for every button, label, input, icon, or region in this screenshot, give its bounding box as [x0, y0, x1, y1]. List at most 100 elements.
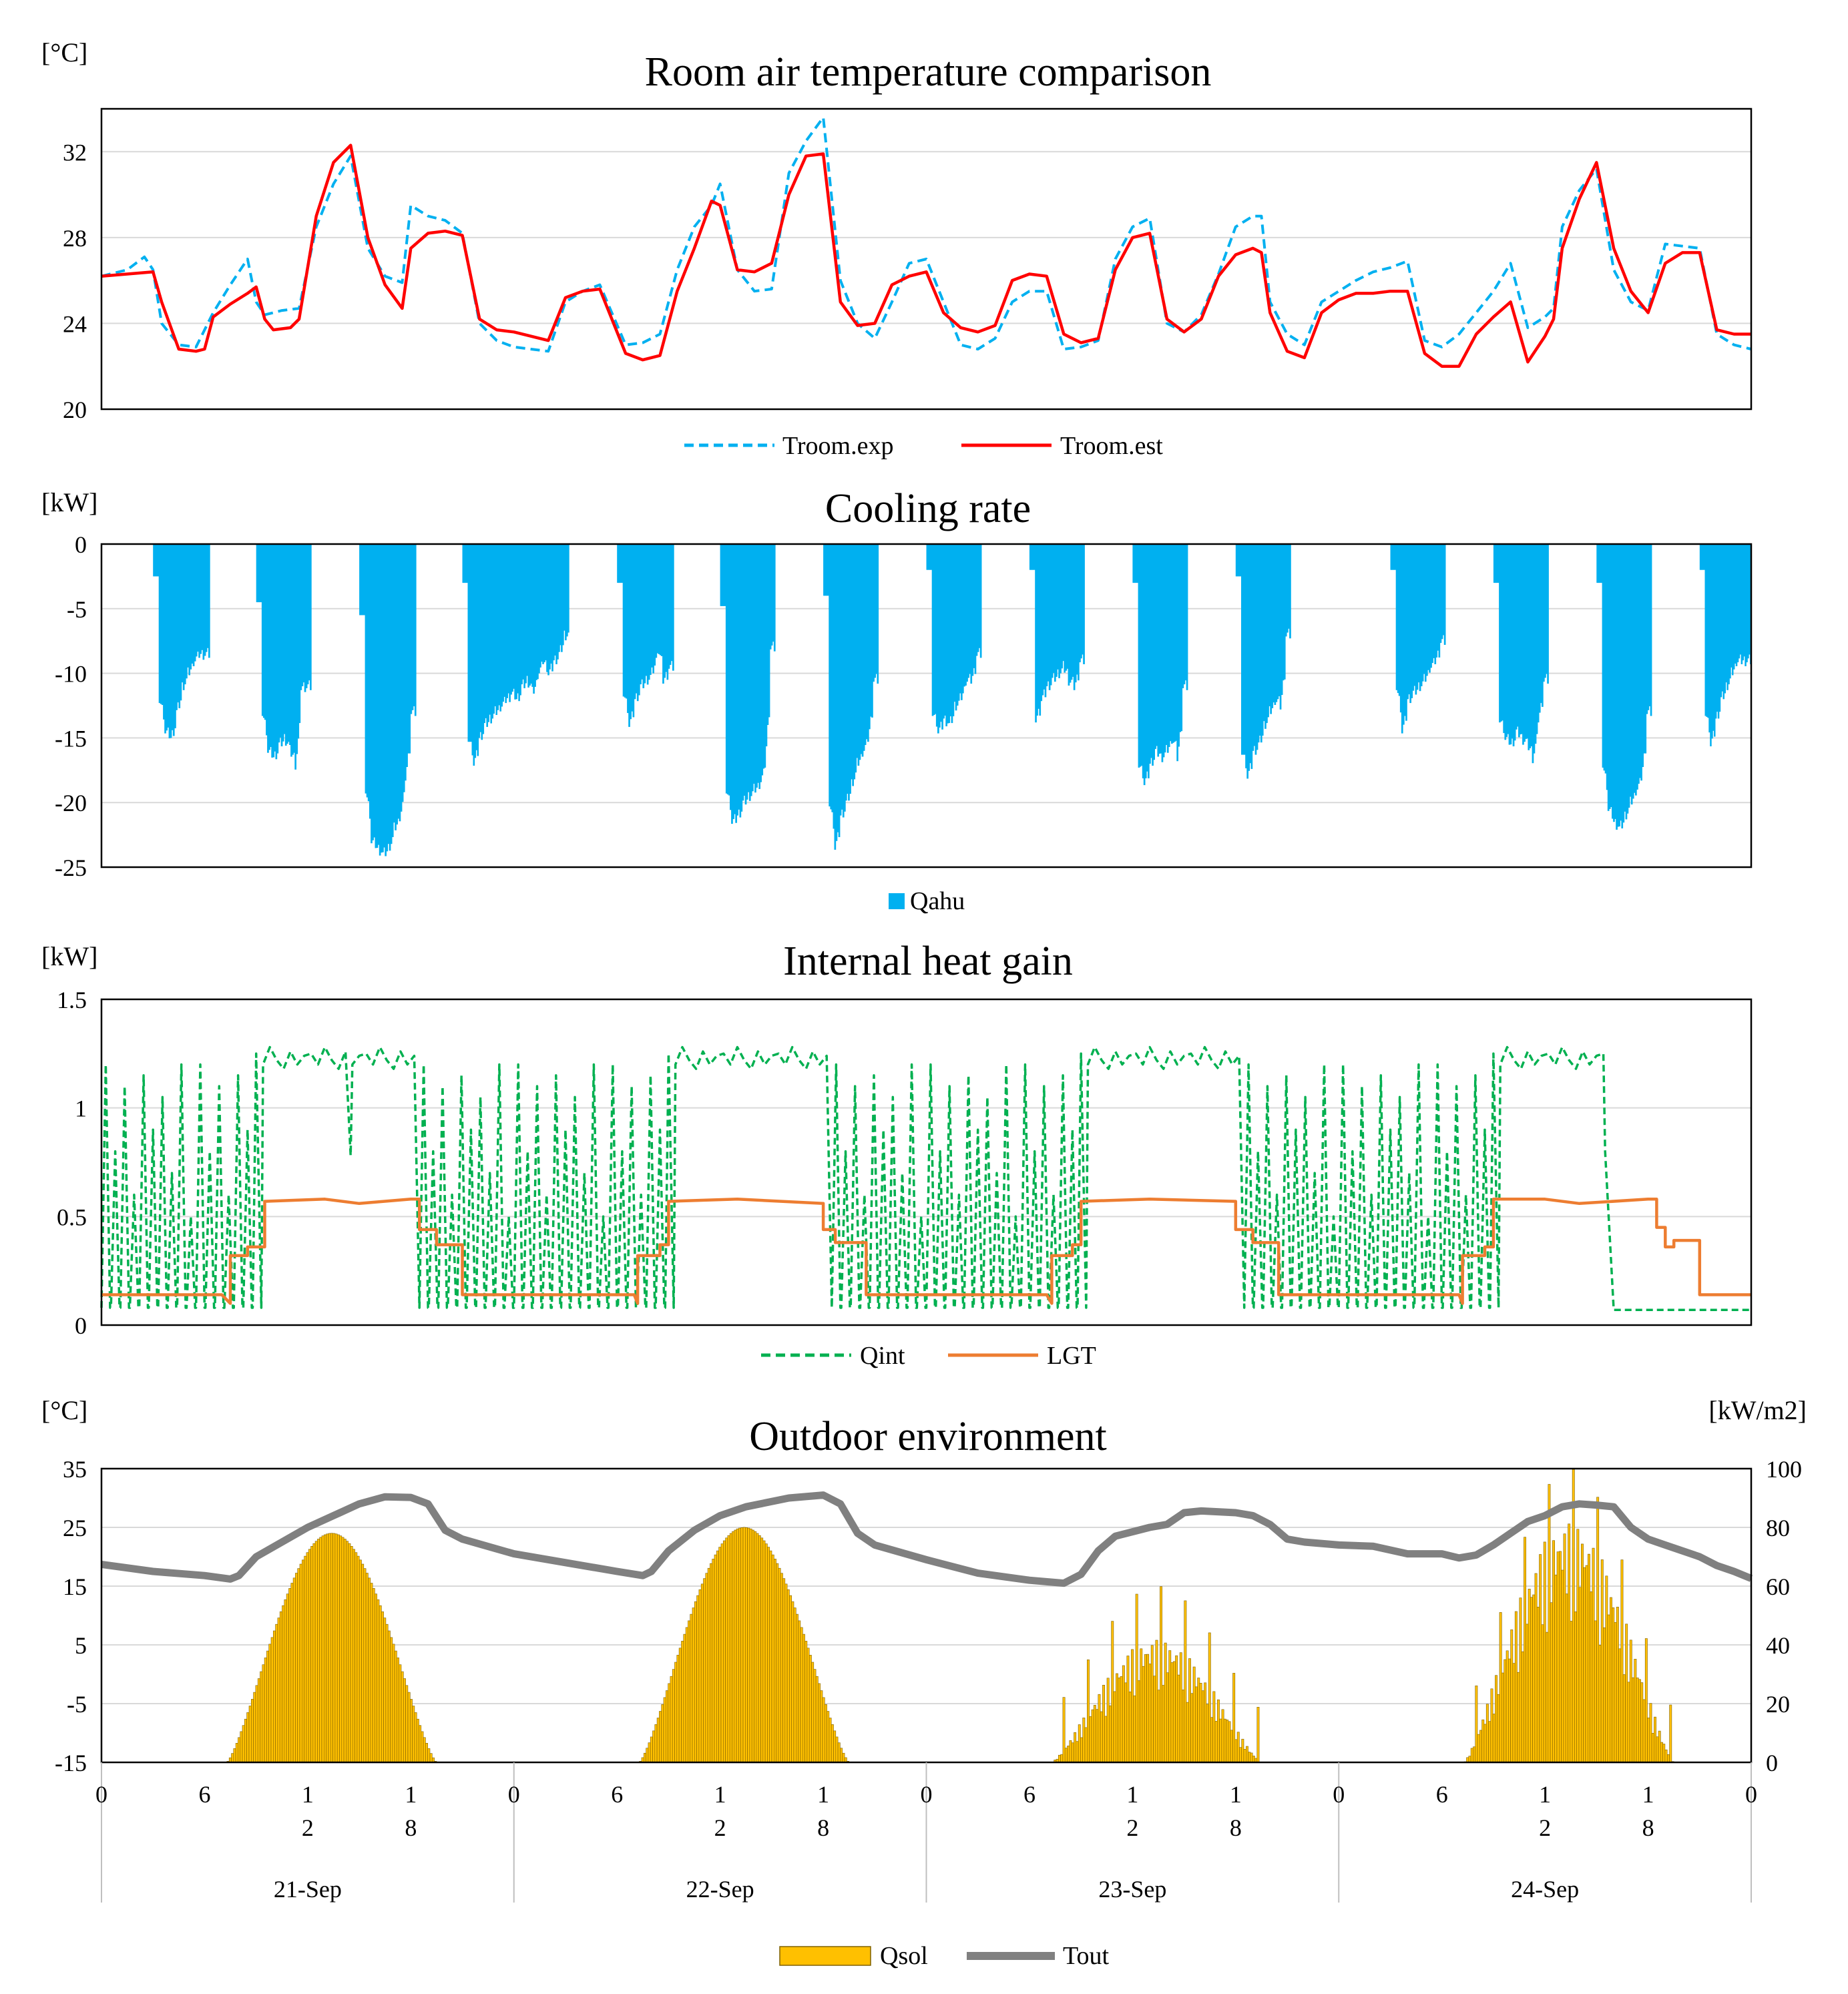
- cooling-y-tick-labels: 0 -5 -10 -15 -20 -25: [55, 531, 87, 881]
- qsol-bar: [1223, 1718, 1226, 1763]
- qahu-bar: [1622, 544, 1625, 823]
- x-tick-label: 6: [198, 1781, 210, 1808]
- qahu-bar: [393, 544, 395, 823]
- qahu-bar: [1083, 544, 1085, 664]
- qahu-bar: [1433, 544, 1435, 658]
- qsol-bar: [643, 1752, 646, 1763]
- qahu-bar: [761, 544, 764, 776]
- qahu-bar: [1617, 544, 1619, 827]
- qahu-bar: [489, 544, 491, 715]
- qahu-bar: [1170, 544, 1172, 742]
- qahu-bar: [389, 544, 391, 851]
- qsol-bar: [1574, 1611, 1577, 1763]
- qahu-bar: [1734, 544, 1737, 664]
- qsol-bar: [1142, 1666, 1145, 1763]
- qahu-bar: [1420, 544, 1423, 686]
- qahu-bar: [1725, 544, 1727, 683]
- qahu-bar: [1602, 544, 1604, 768]
- qsol-bar: [749, 1528, 752, 1763]
- qahu-bar: [724, 544, 726, 606]
- qsol-bar: [736, 1528, 739, 1763]
- qahu-bar: [514, 544, 516, 700]
- qahu-bar: [1056, 544, 1058, 677]
- qahu-bar: [305, 544, 308, 688]
- qahu-bar: [410, 544, 413, 714]
- qsol-bar: [696, 1595, 700, 1763]
- qsol-bar: [1495, 1675, 1497, 1763]
- qahu-bar: [1712, 544, 1714, 731]
- qahu-bar: [274, 544, 276, 752]
- qsol-bar: [1204, 1682, 1207, 1763]
- qsol-bar: [375, 1593, 378, 1763]
- qsol-bar: [387, 1630, 391, 1763]
- qahu-bar: [1150, 544, 1152, 758]
- qsol-bar: [392, 1644, 395, 1763]
- qsol-bar: [244, 1718, 247, 1763]
- qsol-bar: [379, 1605, 382, 1763]
- qahu-bar: [961, 544, 963, 700]
- qsol-bar: [1135, 1593, 1138, 1763]
- qahu-bar: [725, 544, 728, 794]
- qsol-bar: [762, 1540, 766, 1763]
- qsol-bar: [827, 1711, 830, 1763]
- qsol-bar: [716, 1550, 719, 1763]
- qsol-bar: [1179, 1652, 1182, 1763]
- qsol-bar: [780, 1573, 783, 1763]
- qsol-bar: [308, 1549, 311, 1763]
- qahu-bar: [941, 544, 943, 730]
- qahu-bar: [967, 544, 969, 678]
- qahu-bar: [505, 544, 507, 704]
- internal-y-unit: [kW]: [41, 941, 97, 971]
- qsol-bar: [1195, 1686, 1198, 1763]
- qahu-bar: [187, 544, 189, 668]
- qsol-bar: [292, 1577, 296, 1763]
- qahu-bar: [1534, 544, 1537, 744]
- qsol-bar: [754, 1531, 757, 1763]
- qahu-bar: [1395, 544, 1398, 690]
- qsol-bar: [1616, 1607, 1619, 1763]
- qahu-bar: [1156, 544, 1158, 746]
- room-legend: Troom.exp Troom.est: [684, 432, 1163, 460]
- qahu-bar: [395, 544, 397, 830]
- qsol-bar: [1536, 1607, 1540, 1763]
- qsol-bar: [1612, 1607, 1615, 1763]
- qsol-bar: [1640, 1682, 1644, 1763]
- qahu-bar: [258, 544, 261, 603]
- room-y-tick-label: 32: [63, 139, 87, 166]
- internal-heat-panel: [kW] Internal heat gain 0 0.5 1 1.5 Qint LG…: [41, 939, 1753, 1370]
- qahu-bar: [1283, 544, 1286, 680]
- qahu-bar: [184, 544, 186, 685]
- qahu-bar: [292, 544, 294, 755]
- qahu-bar: [1069, 544, 1072, 683]
- qahu-bar: [153, 544, 155, 577]
- qahu-bar: [951, 544, 953, 724]
- qahu-bar: [477, 544, 479, 756]
- qsol-bar: [1620, 1559, 1624, 1763]
- qahu-bar: [829, 544, 831, 806]
- qsol-bar: [1155, 1640, 1158, 1763]
- qahu-bar: [666, 544, 669, 680]
- qahu-bar: [511, 544, 513, 692]
- qsol-bar: [1197, 1678, 1200, 1763]
- qsol-bar: [334, 1533, 338, 1763]
- qahu-bar: [1613, 544, 1615, 822]
- qahu-bar: [853, 544, 856, 780]
- qsol-bar: [1570, 1621, 1573, 1763]
- qahu-bar: [1140, 544, 1143, 766]
- qahu-bar: [535, 544, 537, 680]
- qahu-bar: [385, 544, 387, 856]
- qahu-bar: [772, 544, 774, 642]
- qahu-bar: [405, 544, 407, 781]
- qsol-bar: [764, 1543, 768, 1763]
- qsol-bar: [1232, 1673, 1236, 1763]
- qahu-bar: [1270, 544, 1272, 714]
- qahu-bar: [1435, 544, 1438, 658]
- qahu-bar: [301, 544, 304, 686]
- qahu-bar: [641, 544, 643, 680]
- qahu-bar: [852, 544, 854, 786]
- qahu-bar: [513, 544, 515, 689]
- qahu-bar: [962, 544, 964, 694]
- qahu-bar: [164, 544, 166, 734]
- qsol-bar: [1188, 1658, 1191, 1763]
